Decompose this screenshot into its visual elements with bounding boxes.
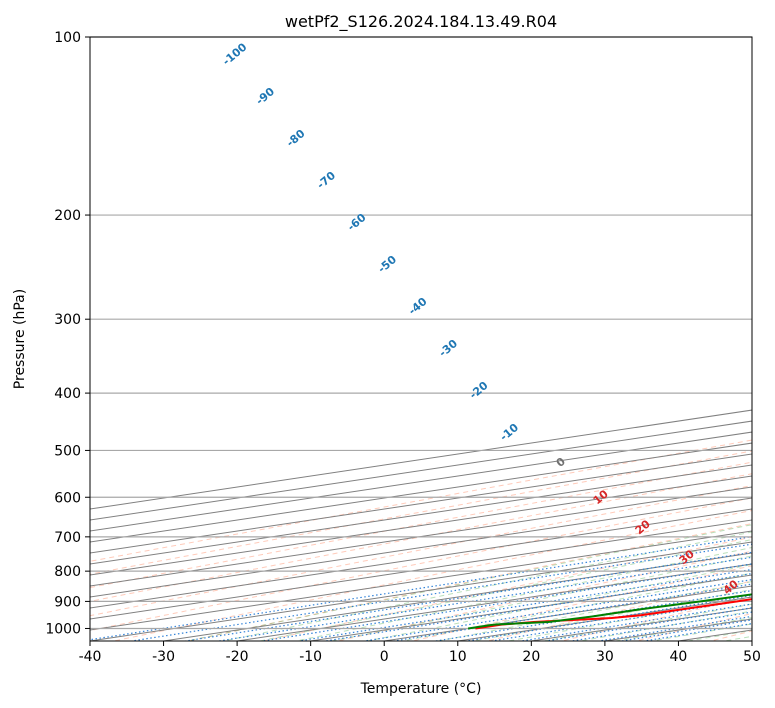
- isotherm: [90, 442, 752, 543]
- moist-adiabat: [544, 603, 752, 641]
- moist-adiabat: [473, 589, 752, 641]
- isotherm: [90, 464, 752, 565]
- dry-adiabat: [113, 509, 752, 641]
- x-tick-label: 20: [522, 649, 540, 665]
- dry-adiabat: [636, 613, 752, 641]
- moist-adiabat: [402, 572, 752, 641]
- isotherm: [90, 497, 752, 598]
- dry-adiabat-label: -70: [314, 169, 338, 192]
- y-tick-label: 900: [54, 594, 81, 610]
- dry-adiabat-label: -80: [284, 127, 308, 150]
- x-tick-label: 50: [743, 649, 761, 665]
- dry-adiabat: [90, 461, 752, 589]
- dry-adiabat: [710, 630, 752, 641]
- isotherm: [90, 486, 752, 587]
- dry-adiabat: [90, 485, 752, 617]
- plot-frame: [89, 36, 753, 642]
- x-tick-label: -40: [79, 649, 102, 665]
- mixing-ratio-line: [218, 556, 752, 641]
- dry-adiabat-label: -20: [467, 379, 491, 402]
- mixing-ratio-line: [599, 615, 752, 641]
- dry-adiabat-label: -60: [345, 211, 369, 234]
- mixing-ratio-line: [491, 598, 752, 641]
- dry-adiabat-label: -100: [220, 40, 250, 68]
- isotherm: [90, 420, 752, 521]
- isotherm: [531, 607, 752, 641]
- moist-adiabat: [331, 555, 752, 641]
- dry-adiabat: [90, 439, 752, 562]
- isotherm: [90, 519, 752, 620]
- dry-adiabat: [486, 580, 752, 641]
- isotherm: [90, 409, 752, 510]
- isotherm: [90, 530, 752, 631]
- x-tick-label: -10: [299, 649, 322, 665]
- mixing-ratio-line: [185, 551, 752, 641]
- y-tick-label: 600: [54, 490, 81, 506]
- y-tick-label: 200: [54, 208, 81, 224]
- y-tick-label: 400: [54, 386, 81, 402]
- x-tick-label: 0: [380, 649, 389, 665]
- dry-adiabat: [412, 565, 752, 641]
- x-axis-label: Temperature (°C): [360, 681, 482, 697]
- dry-adiabat-label: -10: [497, 421, 521, 444]
- mixing-ratio-line: [131, 543, 752, 641]
- y-tick-label: 800: [54, 564, 81, 580]
- x-tick-label: 30: [596, 649, 614, 665]
- moist-adiabat: [651, 623, 752, 641]
- dry-adiabat-label: -40: [406, 295, 430, 318]
- moist-adiabat-label: 0: [554, 455, 568, 470]
- mixing-ratio-line: [90, 535, 752, 641]
- y-tick-label: 700: [54, 530, 81, 546]
- dry-adiabat: [90, 497, 752, 632]
- isotherm: [90, 475, 752, 576]
- x-tick-label: 10: [449, 649, 467, 665]
- isotherm: [384, 585, 752, 641]
- moist-adiabat: [259, 538, 752, 641]
- x-tick-label: -30: [152, 649, 175, 665]
- isotherm: [90, 508, 752, 609]
- dry-adiabat-label: -50: [375, 253, 399, 276]
- dry-adiabat-label: -30: [436, 337, 460, 360]
- isotherm: [457, 596, 752, 641]
- background-lines: [90, 409, 752, 641]
- isotherm: [751, 640, 752, 641]
- dry-adiabat: [188, 523, 752, 641]
- dry-adiabat: [561, 596, 752, 641]
- dry-adiabat-label: -90: [253, 85, 277, 108]
- moist-adiabat: [724, 635, 752, 641]
- y-tick-label: 1000: [45, 621, 81, 637]
- y-tick-label: 500: [54, 443, 81, 459]
- isotherm: [90, 453, 752, 554]
- mixing-ratio-line: [545, 607, 752, 641]
- y-tick-label: 100: [54, 30, 81, 46]
- grid: [90, 36, 752, 630]
- isotherm: [310, 574, 752, 641]
- x-tick-label: -20: [226, 649, 249, 665]
- mixing-ratio-line: [262, 563, 752, 641]
- moist-adiabat: [437, 581, 752, 641]
- dry-adiabat: [90, 450, 752, 575]
- temperature-line: [475, 598, 752, 630]
- y-tick-label: 300: [54, 312, 81, 328]
- axis-ticks: -40 -30 -20 -10 0 10 20 30 40 5010020030040050060…: [45, 30, 761, 665]
- dry-adiabat: [90, 473, 752, 602]
- moist-adiabat-label: 40: [721, 577, 741, 597]
- isotherm: [90, 541, 752, 641]
- y-axis-label: Pressure (hPa): [12, 289, 28, 389]
- moist-adiabat: [579, 610, 752, 641]
- chart-title: wetPf2_S126.2024.184.13.49.R04: [285, 12, 557, 32]
- isotherm: [90, 431, 752, 532]
- mixing-ratio-line: [364, 579, 752, 641]
- x-tick-label: 40: [670, 649, 688, 665]
